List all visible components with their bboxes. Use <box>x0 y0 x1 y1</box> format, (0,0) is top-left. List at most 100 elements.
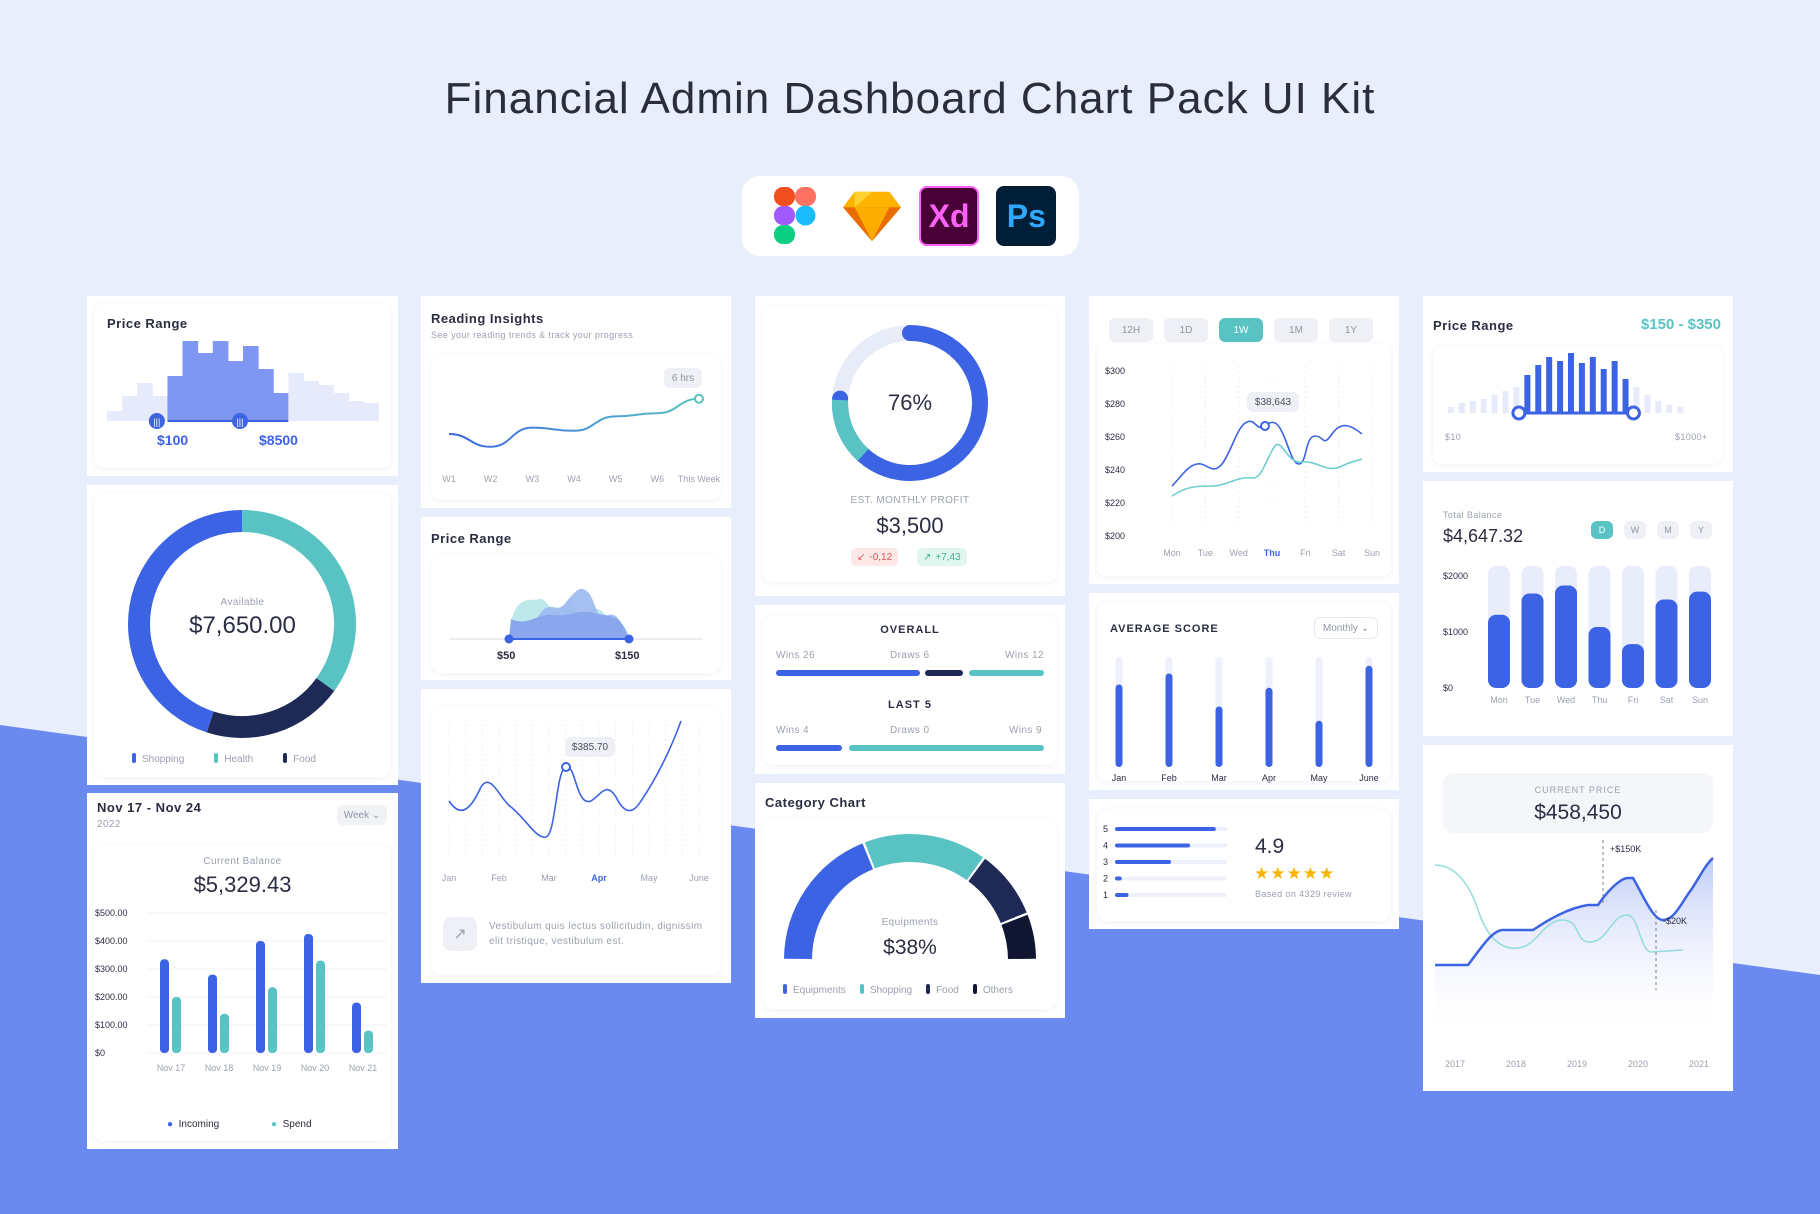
histogram-bar <box>182 341 199 421</box>
x-tick-label: Wed <box>1557 695 1575 705</box>
donut-legend: Shopping Health Food <box>132 753 316 765</box>
overall-wins-2: Wins 12 <box>1005 650 1044 661</box>
histogram-bar <box>197 353 214 421</box>
period-dropdown[interactable]: Monthly ⌄ <box>1314 617 1378 639</box>
rating-distribution-chart: 5 4 3 2 1 <box>1103 824 1227 900</box>
gauge-label: Equipments <box>881 917 939 928</box>
histogram-bar <box>363 403 379 421</box>
tab-m[interactable]: M <box>1657 521 1679 539</box>
current-price-label: CURRENT PRICE <box>1534 785 1622 795</box>
period-dropdown[interactable]: Week ⌄ <box>337 805 387 825</box>
balance-card: Nov 17 - Nov 24 2022 Week ⌄ Current Bala… <box>87 793 398 1149</box>
bar-spend <box>268 987 277 1053</box>
histogram-bar <box>1513 387 1520 413</box>
legend-shopping: Shopping <box>860 984 912 996</box>
sketch-icon <box>842 186 902 246</box>
available-donut-chart <box>128 510 356 738</box>
card-title: Price Range <box>431 531 512 546</box>
x-tick-label: Mon <box>1490 695 1508 705</box>
x-tick-label: Jan <box>442 873 457 883</box>
histogram-bar <box>1611 361 1618 413</box>
profit-percent: 76% <box>887 390 933 415</box>
tab-w[interactable]: W <box>1624 521 1646 539</box>
balance-bar-chart: $500.00 $400.00 $300.00 $200.00 $100.00 $0 Nov… <box>95 908 387 1073</box>
tab-1m[interactable]: 1M <box>1274 318 1318 342</box>
legend-shopping: Shopping <box>132 753 184 765</box>
profit-ring-chart <box>832 325 988 481</box>
bar-spend <box>364 1030 373 1053</box>
rating-bar <box>1115 827 1216 831</box>
price-area-chart <box>449 588 703 644</box>
balance-label: Current Balance <box>203 856 282 867</box>
histogram-bar <box>212 341 229 421</box>
x-tick-label: Thu <box>1592 695 1608 705</box>
arrow-up-icon: ↗ <box>923 551 932 563</box>
xd-icon: Xd <box>919 186 980 246</box>
histogram-bar <box>1655 401 1662 413</box>
bar-value <box>1488 614 1510 688</box>
x-tick-label: Nov 18 <box>205 1063 234 1073</box>
bar-spend <box>220 1013 229 1053</box>
bar-incoming <box>160 959 169 1053</box>
x-tick-label: Nov 17 <box>157 1063 186 1073</box>
x-tick-label: Apr <box>591 873 607 883</box>
dip-annotation: -$20K <box>1663 916 1687 926</box>
current-price-value: $458,450 <box>1534 801 1622 824</box>
tab-1w[interactable]: 1W <box>1219 318 1263 342</box>
photoshop-icon: Ps <box>996 186 1057 246</box>
range-handle <box>231 413 248 429</box>
tab-1d[interactable]: 1D <box>1164 318 1208 342</box>
histogram-bar <box>122 396 138 421</box>
last5-draws: Draws 0 <box>890 725 930 736</box>
rating-row-label: 3 <box>1103 857 1108 867</box>
x-tick-label: Jan <box>1112 773 1127 783</box>
card-title: Price Range <box>1433 318 1514 333</box>
range-handle <box>1625 405 1641 421</box>
card-title: AVERAGE SCORE <box>1110 623 1219 635</box>
tab-y[interactable]: Y <box>1690 521 1712 539</box>
bar-value <box>1555 585 1577 688</box>
reading-line-chart: W1 W2 W3 W4 W5 W6 This Week <box>442 393 721 484</box>
peak-annotation: +$150K <box>1610 844 1641 854</box>
bar-value <box>1588 627 1611 688</box>
tab-d[interactable]: D <box>1591 521 1613 539</box>
histogram-bar <box>303 381 320 421</box>
donut-slice-shopping <box>128 510 243 733</box>
x-tick-label: W1 <box>442 474 456 484</box>
histogram-bar <box>1535 365 1542 413</box>
monthly-line-card: Jan Feb Mar Apr May June $385.70 ↗ Vestibulum… <box>421 689 731 983</box>
last5-title: LAST 5 <box>888 699 932 711</box>
y-tick-label: $100.00 <box>95 1020 128 1030</box>
x-tick-label: 2019 <box>1567 1059 1587 1069</box>
y-tick-label: $260 <box>1105 432 1125 442</box>
donut-slice-health <box>241 510 356 691</box>
x-tick-label: Tue <box>1198 548 1213 558</box>
bar-spend <box>172 997 181 1053</box>
overall-wins: Wins 26 <box>776 650 815 661</box>
balance-value: $5,329.43 <box>193 872 292 897</box>
series-line-2 <box>1171 443 1363 497</box>
x-tick-label: W4 <box>567 474 581 484</box>
y-tick-label: $0 <box>1443 683 1453 693</box>
histogram-bar <box>1524 375 1531 413</box>
max-price-label: $150 <box>615 650 640 662</box>
x-tick-label: Feb <box>491 873 507 883</box>
min-price-label: $50 <box>497 650 516 662</box>
y-tick-label: $240 <box>1105 465 1125 475</box>
total-balance-label: Total Balance <box>1443 510 1503 520</box>
x-tick-label: Nov 19 <box>253 1063 282 1073</box>
x-tick-label: Thu <box>1264 548 1281 558</box>
tab-12h[interactable]: 12H <box>1109 318 1153 342</box>
tab-1y[interactable]: 1Y <box>1329 318 1373 342</box>
min-price-label: $10 <box>1445 432 1462 442</box>
score-bars-card: OVERALL Wins 26 Draws 6 Wins 12 LAST 5 W… <box>755 605 1065 774</box>
bar-incoming <box>256 941 265 1053</box>
x-tick-label: June <box>1359 773 1379 783</box>
overall-draws: Draws 6 <box>890 650 930 661</box>
total-balance-value: $4,647.32 <box>1443 526 1524 546</box>
y-tick-label: $300 <box>1105 366 1125 376</box>
x-tick-label: 2021 <box>1689 1059 1709 1069</box>
histogram-bar <box>1546 357 1553 413</box>
histogram-bar <box>1633 387 1640 413</box>
